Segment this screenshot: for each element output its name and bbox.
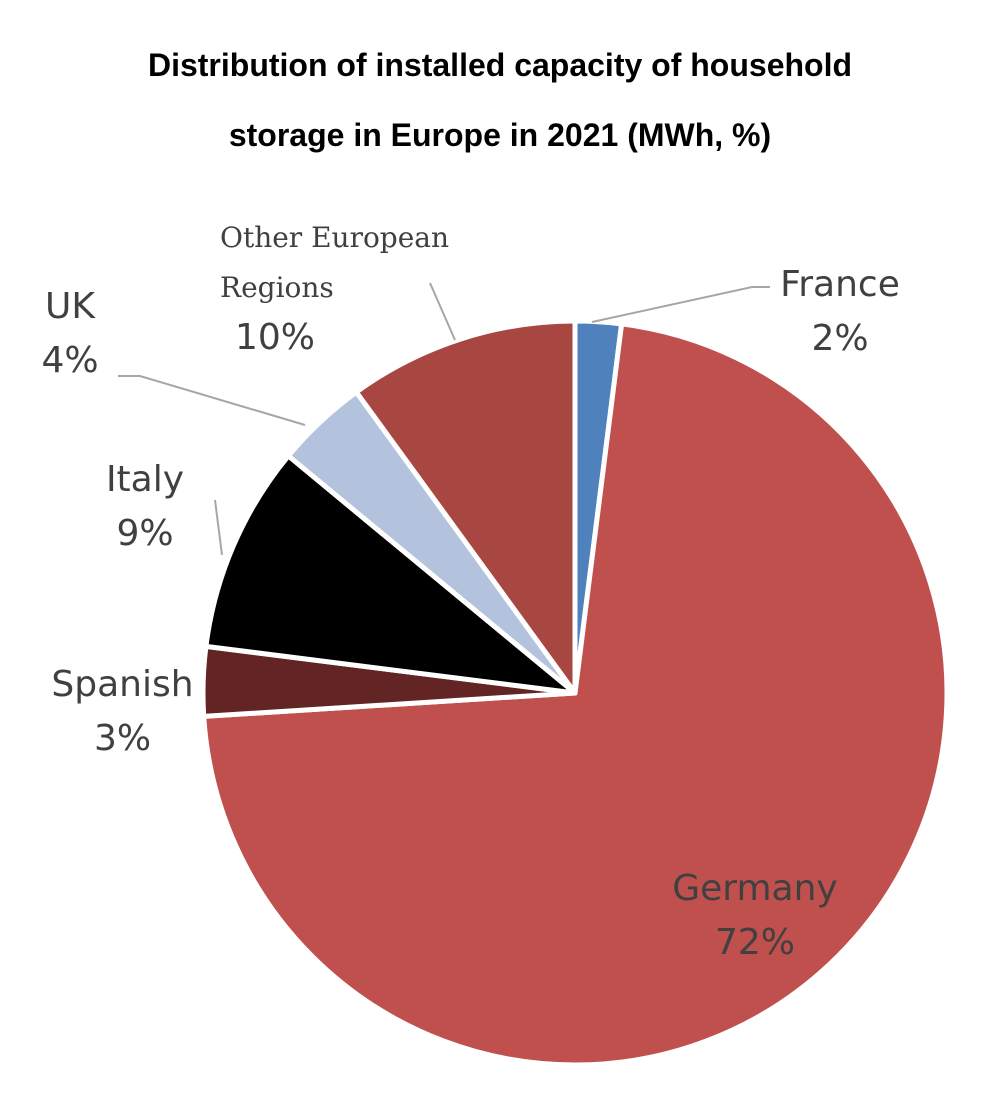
leader-line <box>118 375 306 426</box>
category-label: France <box>780 264 900 305</box>
category-label: UK <box>45 286 95 327</box>
pie-slice <box>203 453 578 696</box>
data-label: Italy 9% <box>90 453 200 561</box>
value-label: 4% <box>41 340 99 381</box>
data-label: Germany 72% <box>645 862 865 970</box>
value-label: 2% <box>811 318 869 359</box>
leader-line <box>429 282 456 341</box>
data-label: Spanish 3% <box>40 658 205 766</box>
value-label: 72% <box>714 922 795 963</box>
leader-line <box>591 286 770 323</box>
value-label: 9% <box>116 513 174 554</box>
category-label: Other European Regions <box>220 221 450 304</box>
pie-slice <box>353 318 578 696</box>
value-label: 10% <box>234 317 315 358</box>
chart-title: Distribution of installed capacity of ho… <box>147 47 853 153</box>
data-label: UK 4% <box>15 280 125 388</box>
value-label: 3% <box>93 718 152 759</box>
leader-line <box>214 499 223 556</box>
category-label: Spanish <box>51 664 194 705</box>
category-label: Germany <box>672 868 838 909</box>
data-label: Other European Regions 10% <box>220 213 480 363</box>
leader-lines <box>118 282 770 556</box>
data-label: France 2% <box>760 258 920 366</box>
category-label: Italy <box>105 459 185 500</box>
